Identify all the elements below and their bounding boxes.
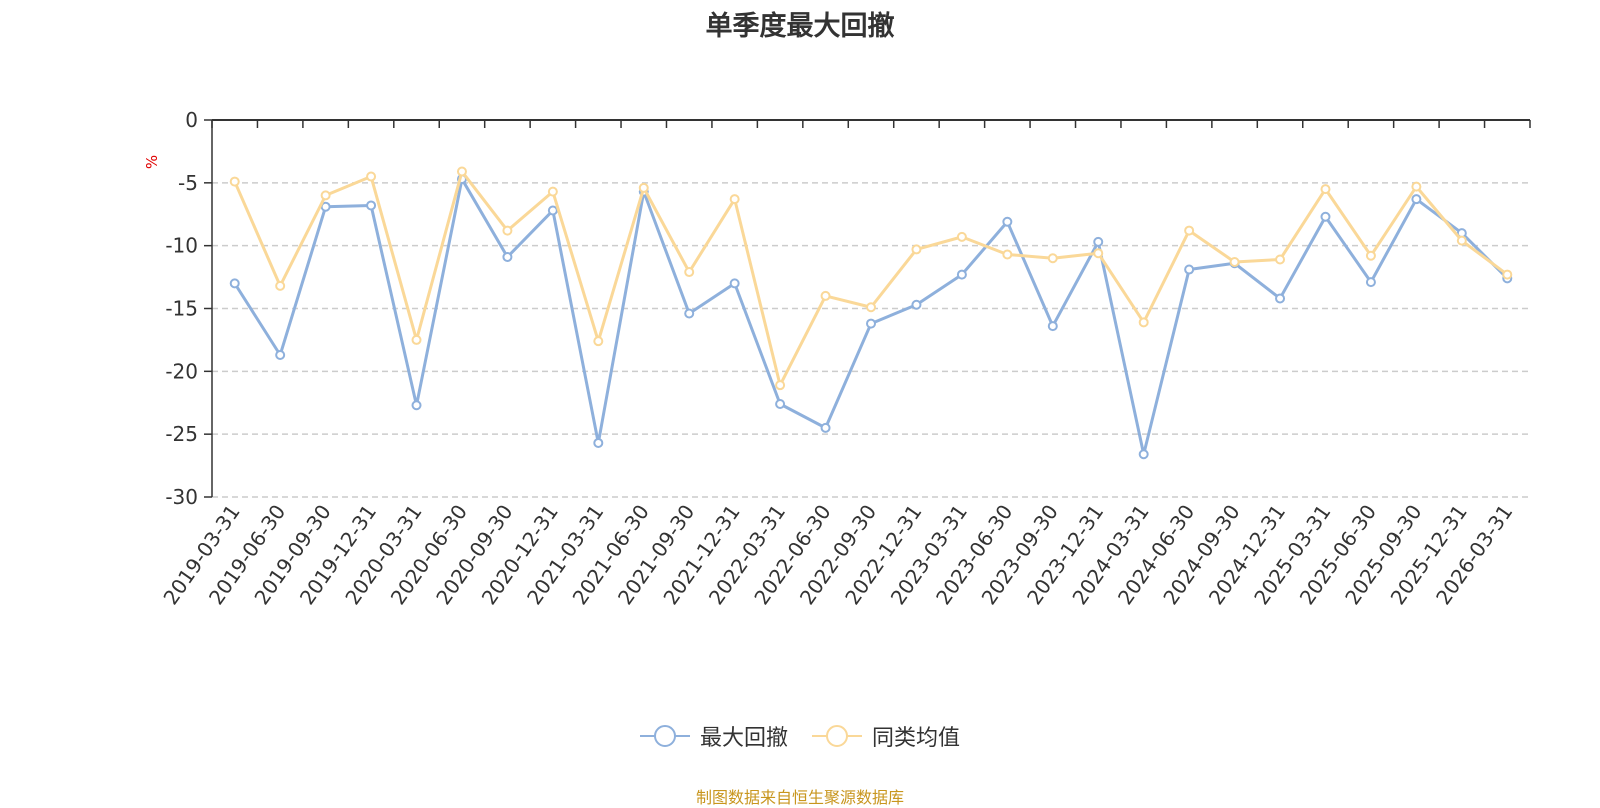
- data-point: [866, 302, 876, 313]
- y-axis-label: %: [143, 155, 161, 169]
- data-point: [956, 231, 967, 242]
- y-tick-label: -10: [165, 234, 198, 258]
- y-tick-label: -25: [165, 422, 198, 446]
- data-point: [729, 278, 740, 289]
- data-point: [1365, 250, 1376, 261]
- data-point: [411, 334, 422, 345]
- y-tick-label: -20: [165, 359, 198, 383]
- data-point: [593, 437, 604, 448]
- y-tick-label: -30: [165, 485, 198, 509]
- data-point: [820, 422, 831, 433]
- data-point: [320, 201, 331, 212]
- data-point: [456, 166, 467, 177]
- y-tick-label: 0: [185, 108, 198, 132]
- data-point: [1138, 317, 1149, 328]
- legend-label: 最大回撤: [699, 726, 788, 751]
- data-point: [911, 299, 922, 310]
- data-point: [684, 267, 695, 278]
- data-point: [366, 200, 377, 211]
- data-point: [1184, 264, 1195, 275]
- data-point: [275, 349, 286, 360]
- data-point: [502, 225, 513, 236]
- chart-title: 单季度最大回撤: [705, 11, 895, 42]
- line-chart: 0-5-10-15-20-25-302019-03-312019-06-3020…: [143, 108, 1531, 609]
- grid-lines: [212, 182, 1530, 498]
- data-point: [320, 190, 331, 201]
- data-point: [229, 278, 240, 289]
- data-point: [366, 171, 377, 182]
- data-point: [547, 205, 558, 216]
- y-tick-label: -15: [165, 297, 198, 321]
- data-point: [1093, 236, 1104, 247]
- data-point: [638, 182, 649, 193]
- series-line-0: [233, 177, 1509, 456]
- y-tick-label: -5: [178, 171, 198, 195]
- data-point: [593, 336, 604, 347]
- data-point: [229, 176, 240, 187]
- data-point: [275, 280, 286, 291]
- data-source-note: 制图数据来自恒生聚源数据库: [695, 788, 904, 807]
- data-point: [1002, 249, 1013, 260]
- data-point: [1275, 293, 1286, 304]
- data-point: [547, 186, 558, 197]
- data-point: [1502, 269, 1513, 280]
- data-point: [1047, 321, 1058, 332]
- data-point: [1320, 184, 1331, 195]
- data-point: [1093, 248, 1104, 259]
- data-point: [1320, 211, 1331, 222]
- data-point: [911, 244, 922, 255]
- legend-marker-icon: [639, 725, 690, 747]
- legend-item-max-drawdown[interactable]: 最大回撤: [639, 720, 788, 752]
- data-point: [1365, 277, 1376, 288]
- data-point: [1275, 254, 1286, 265]
- data-point: [775, 399, 786, 410]
- data-point: [1229, 257, 1240, 268]
- legend: 最大回撤 同类均值: [0, 720, 1600, 752]
- legend-marker-icon: [812, 725, 862, 747]
- data-point: [956, 269, 967, 280]
- data-point: [1002, 216, 1013, 227]
- data-point: [866, 318, 876, 329]
- data-point: [1047, 253, 1058, 264]
- data-point: [1411, 181, 1422, 192]
- data-point: [684, 308, 695, 319]
- data-point: [729, 194, 740, 205]
- data-point: [1456, 235, 1467, 246]
- data-point: [1184, 225, 1195, 236]
- data-point: [775, 380, 786, 391]
- data-point: [502, 251, 513, 262]
- data-point: [1411, 194, 1422, 205]
- data-point: [820, 290, 831, 301]
- legend-label: 同类均值: [872, 726, 961, 751]
- data-point: [411, 400, 422, 411]
- legend-item-peer-average[interactable]: 同类均值: [812, 720, 960, 752]
- data-point: [1138, 449, 1149, 460]
- series-lines: [229, 166, 1513, 460]
